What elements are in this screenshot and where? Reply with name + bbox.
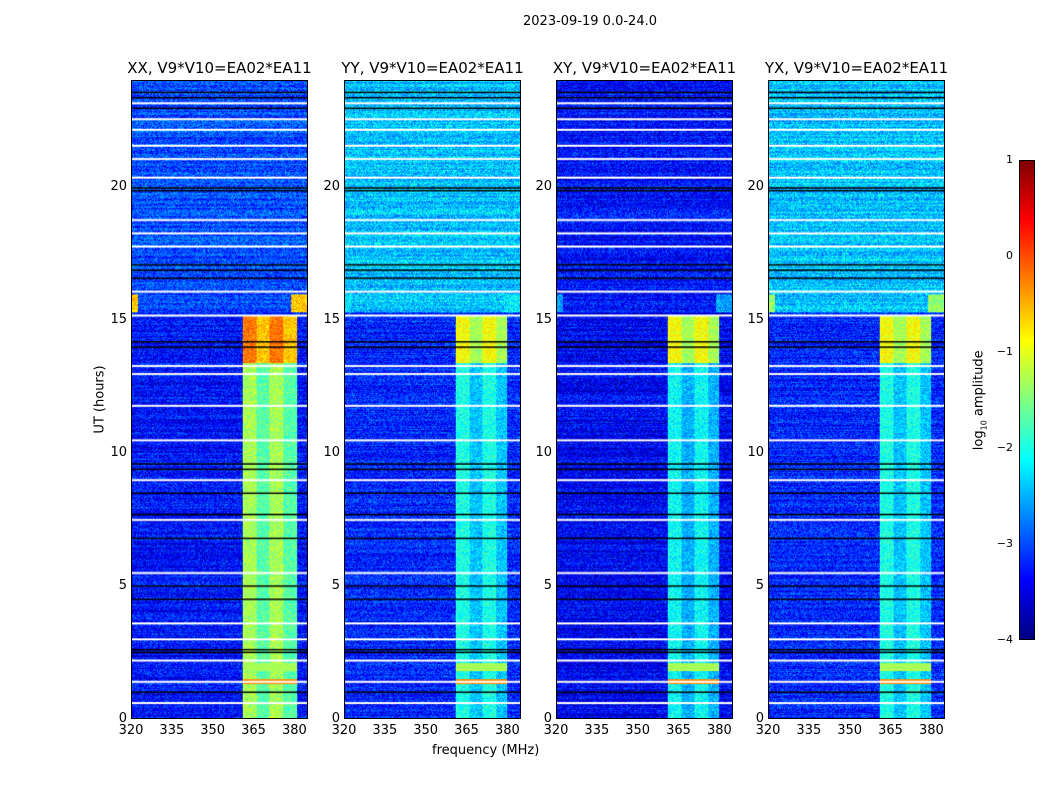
y-tick-label: 5 <box>118 577 127 593</box>
x-tick-label: 380 <box>918 723 944 738</box>
x-tick-label: 380 <box>494 723 520 738</box>
x-tick-label: 380 <box>281 723 307 738</box>
colorbar-tick-label: −1 <box>996 345 1013 358</box>
waterfall-heatmap <box>557 81 732 718</box>
x-tick-label: 365 <box>878 723 903 738</box>
x-tick-label: 335 <box>159 723 185 738</box>
x-tick-label: 365 <box>454 723 479 738</box>
x-tick-label: 350 <box>413 723 439 738</box>
x-tick-label: 380 <box>706 723 732 738</box>
y-tick-label: 20 <box>323 178 340 194</box>
y-tick-label: 0 <box>331 711 340 726</box>
y-tick-label: 20 <box>535 178 552 194</box>
x-tick-label: 320 <box>118 723 144 738</box>
y-tick-label: 20 <box>747 178 764 194</box>
y-tick-label: 15 <box>535 311 552 327</box>
y-tick-label: 10 <box>323 444 340 460</box>
y-tick-label: 0 <box>543 711 552 726</box>
x-tick-label: 365 <box>241 723 266 738</box>
y-tick-label: 10 <box>110 444 127 460</box>
waterfall-heatmap <box>132 81 307 718</box>
y-axis-label: UT (hours) <box>92 365 108 434</box>
waterfall-panel <box>556 80 733 719</box>
colorbar-tick-label: −4 <box>996 633 1013 646</box>
waterfall-panel <box>344 80 521 719</box>
x-tick-label: 320 <box>543 723 569 738</box>
y-tick-label: 15 <box>323 311 340 327</box>
y-tick-label: 10 <box>747 444 764 460</box>
x-tick-label: 350 <box>625 723 651 738</box>
y-tick-label: 5 <box>755 577 764 593</box>
colorbar-tick-label: −3 <box>996 537 1013 550</box>
y-tick-label: 0 <box>755 711 764 726</box>
waterfall-heatmap <box>345 81 520 718</box>
x-tick-label: 335 <box>372 723 398 738</box>
y-tick-label: 5 <box>331 577 340 593</box>
x-axis-label: frequency (MHz) <box>432 743 540 758</box>
panel-title: YX, V9*V10=EA02*EA11 <box>764 59 949 77</box>
colorbar-label: log10 amplitude <box>971 350 989 451</box>
panel-title: XY, V9*V10=EA02*EA11 <box>552 59 737 77</box>
waterfall-heatmap <box>769 81 944 718</box>
waterfall-panel <box>768 80 945 719</box>
figure-title: 2023-09-19 0.0-24.0 <box>523 14 657 29</box>
x-tick-label: 320 <box>331 723 357 738</box>
colorbar-tick-label: −2 <box>996 441 1013 454</box>
colorbar <box>1019 160 1035 640</box>
colorbar-tick-label: 0 <box>1006 249 1013 262</box>
waterfall-panel <box>131 80 308 719</box>
y-tick-label: 0 <box>118 711 127 726</box>
panel-title: YY, V9*V10=EA02*EA11 <box>341 59 524 77</box>
panel-title: XX, V9*V10=EA02*EA11 <box>127 59 312 77</box>
y-tick-label: 20 <box>110 178 127 194</box>
y-tick-label: 15 <box>110 311 127 327</box>
y-tick-label: 10 <box>535 444 552 460</box>
x-tick-label: 320 <box>755 723 781 738</box>
x-tick-label: 350 <box>200 723 226 738</box>
x-tick-label: 335 <box>584 723 610 738</box>
y-tick-label: 15 <box>747 311 764 327</box>
colorbar-tick-label: 1 <box>1006 153 1013 166</box>
x-tick-label: 365 <box>666 723 691 738</box>
x-tick-label: 350 <box>837 723 863 738</box>
y-tick-label: 5 <box>543 577 552 593</box>
x-tick-label: 335 <box>796 723 822 738</box>
